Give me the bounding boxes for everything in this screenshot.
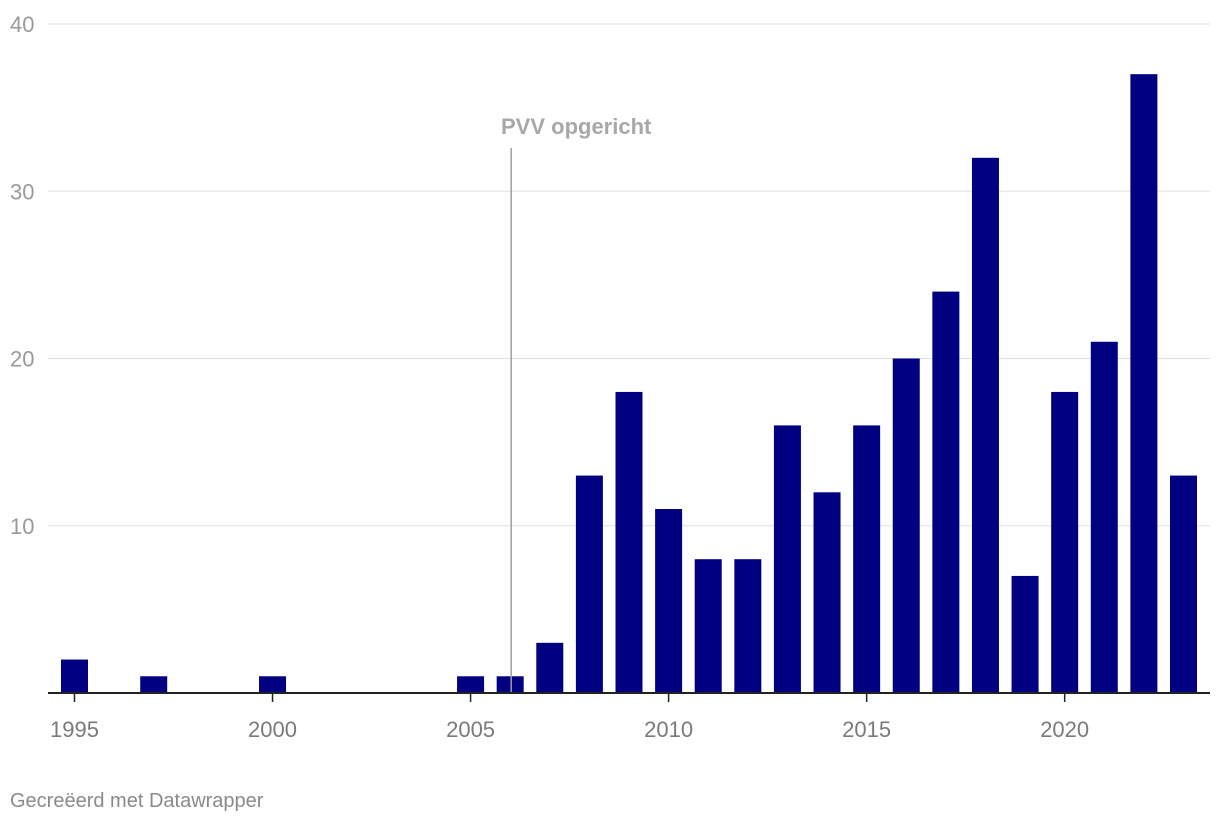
- annotation-label: PVV opgericht: [501, 114, 652, 139]
- bar: [1130, 74, 1158, 694]
- y-tick-label: 30: [10, 179, 34, 204]
- bar: [1011, 575, 1039, 693]
- y-tick-label: 10: [10, 514, 34, 539]
- x-tick-label: 2010: [644, 717, 693, 742]
- y-tick-label: 40: [10, 12, 34, 37]
- footer-credit: Gecreëerd met Datawrapper: [10, 790, 264, 812]
- bar: [853, 425, 881, 693]
- x-tick-label: 2020: [1040, 717, 1089, 742]
- bar: [1051, 391, 1079, 693]
- bar: [773, 425, 801, 693]
- bar: [140, 676, 168, 693]
- x-tick-label: 2015: [842, 717, 891, 742]
- bar: [615, 391, 643, 693]
- bar: [1090, 341, 1118, 693]
- bar: [536, 642, 564, 693]
- bars: [61, 74, 1197, 694]
- bar: [971, 157, 999, 694]
- bar: [734, 559, 762, 693]
- y-axis-tick-labels: 10 20 30 40: [10, 12, 34, 539]
- bar: [655, 509, 683, 693]
- x-tick-label: 1995: [50, 717, 99, 742]
- x-axis-tick-labels: 1995 2000 2005 2010 2015 2020: [50, 717, 1089, 742]
- x-tick-label: 2000: [248, 717, 297, 742]
- x-axis-ticks: [73, 693, 1066, 702]
- bar: [813, 492, 841, 693]
- bar: [259, 676, 287, 693]
- bar: [932, 291, 960, 693]
- x-tick-label: 2005: [446, 717, 495, 742]
- bar: [61, 659, 88, 693]
- bar-chart: 10 20 30 40 PVV opgericht 1995 2000 2005 2010 2…: [10, 12, 1210, 742]
- annotation: PVV opgericht: [501, 114, 652, 693]
- bar: [694, 559, 722, 693]
- bar: [1170, 475, 1197, 693]
- bar: [892, 358, 920, 693]
- bar: [496, 676, 524, 693]
- y-tick-label: 20: [10, 347, 34, 372]
- bar: [575, 475, 603, 693]
- bar: [457, 676, 485, 693]
